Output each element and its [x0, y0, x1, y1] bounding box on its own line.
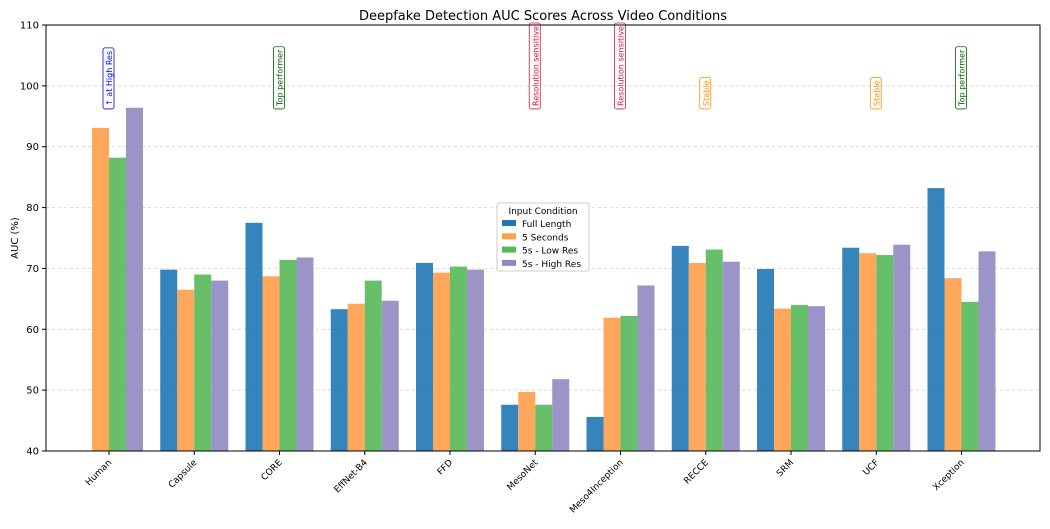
- legend-title: Input Condition: [508, 207, 577, 217]
- y-tick-label: 90: [26, 142, 39, 153]
- legend-swatch: [502, 259, 516, 266]
- x-tick-label: UCF: [862, 458, 882, 478]
- bar-5s-high-res: [381, 300, 399, 451]
- bar-5-seconds: [347, 303, 365, 451]
- annotation: Top performer: [273, 46, 285, 110]
- annotation-label: Resolution sensitive: [531, 26, 540, 106]
- legend-label: Full Length: [522, 220, 571, 230]
- bar-5s-low-res: [961, 301, 979, 451]
- bar-full-length: [501, 404, 519, 451]
- y-axis-label: AUC (%): [10, 217, 21, 259]
- bar-5s-low-res: [279, 259, 297, 451]
- bar-5-seconds: [944, 278, 962, 451]
- x-tick-label: MesoNet: [506, 458, 541, 493]
- bar-5-seconds: [518, 391, 536, 451]
- bar-5s-low-res: [876, 255, 894, 451]
- bar-full-length: [927, 188, 945, 451]
- bar-5-seconds: [262, 276, 280, 451]
- bar-5s-low-res: [535, 404, 553, 451]
- bar-5s-high-res: [722, 261, 740, 451]
- legend-label: 5s - Low Res: [522, 247, 578, 257]
- bar-5s-low-res: [109, 157, 126, 451]
- annotation-box: [955, 46, 967, 110]
- bar-5s-high-res: [467, 269, 484, 451]
- bar-full-length: [842, 247, 860, 451]
- bar-5s-low-res: [450, 266, 467, 451]
- bar-5s-high-res: [126, 107, 143, 451]
- x-tick-label: Human: [84, 458, 114, 488]
- annotation-label: Top performer: [958, 49, 967, 107]
- bar-5s-high-res: [978, 251, 996, 451]
- bar-5s-high-res: [552, 379, 570, 451]
- x-tick-label: SRM: [775, 458, 796, 479]
- bar-full-length: [416, 262, 433, 451]
- bar-full-length: [586, 416, 604, 451]
- legend-swatch: [502, 220, 516, 226]
- x-tick-label: CORE: [260, 458, 285, 483]
- y-tick-label: 50: [26, 386, 39, 397]
- bar-5s-high-res: [211, 280, 229, 451]
- legend-label: 5s - High Res: [522, 260, 581, 270]
- bar-full-length: [757, 269, 774, 451]
- y-tick-label: 110: [20, 21, 39, 32]
- bar-5-seconds: [433, 272, 450, 451]
- annotation: Resolution sensitive: [528, 22, 541, 110]
- plot-frame: [45, 24, 1041, 452]
- annotation-box: [102, 47, 115, 110]
- legend: Input Condition Full Length 5 Seconds 5s -…: [496, 202, 590, 272]
- annotation-box: [528, 22, 541, 110]
- bar-5s-high-res: [296, 257, 314, 451]
- annotation: ↑ at High Res: [102, 47, 115, 110]
- y-tick-label: 40: [26, 447, 39, 458]
- bar-full-length: [330, 309, 348, 451]
- x-tick-label: EffNet-B4: [333, 458, 370, 495]
- bar-5-seconds: [92, 127, 109, 451]
- annotation-label: Top performer: [276, 49, 285, 107]
- bar-5-seconds: [688, 262, 706, 451]
- x-tick-label: FFD: [436, 458, 455, 477]
- legend-swatch: [502, 246, 516, 253]
- bar-5-seconds: [177, 289, 195, 451]
- bar-5-seconds: [859, 253, 877, 451]
- bar-5s-low-res: [620, 315, 638, 451]
- annotation-box: [699, 77, 712, 110]
- bar-5s-high-res: [808, 306, 825, 451]
- annotation-box: [869, 77, 882, 110]
- bar-5-seconds: [603, 317, 621, 451]
- bar-full-length: [245, 222, 263, 451]
- x-tick-label: Xception: [932, 458, 967, 493]
- x-tick-label: RECCE: [682, 458, 711, 487]
- annotation: Top performer: [955, 46, 967, 110]
- annotation-label: Resolution sensitive: [617, 26, 626, 106]
- legend-label: 5 Seconds: [522, 233, 569, 243]
- bar-5s-low-res: [791, 304, 808, 451]
- x-tick-label: Capsule: [167, 458, 200, 491]
- annotation-box: [273, 46, 285, 110]
- bar-5s-low-res: [194, 274, 212, 451]
- annotation-label: Stable: [702, 81, 711, 106]
- legend-swatch: [502, 233, 516, 240]
- bar-5s-low-res: [705, 249, 723, 451]
- bar-full-length: [160, 269, 178, 451]
- annotation: Stable: [699, 77, 712, 110]
- annotation-label: ↑ at High Res: [105, 51, 114, 106]
- annotation: Resolution sensitive: [614, 22, 626, 110]
- y-tick-label: 70: [26, 264, 39, 275]
- chart-title: Deepfake Detection AUC Scores Across Vid…: [359, 9, 727, 24]
- annotation-label: Stable: [872, 81, 881, 106]
- x-tick-label: Meso4Inception: [568, 458, 625, 515]
- y-tick-label: 100: [20, 81, 39, 92]
- annotation-box: [614, 22, 626, 110]
- y-tick-label: 80: [26, 203, 39, 214]
- bar-full-length: [671, 245, 689, 451]
- bar-5s-high-res: [637, 285, 655, 451]
- bar-5-seconds: [774, 308, 791, 451]
- annotation: Stable: [869, 77, 882, 110]
- bar-5s-high-res: [893, 244, 911, 451]
- bar-5s-low-res: [364, 280, 382, 451]
- y-tick-label: 60: [26, 325, 39, 336]
